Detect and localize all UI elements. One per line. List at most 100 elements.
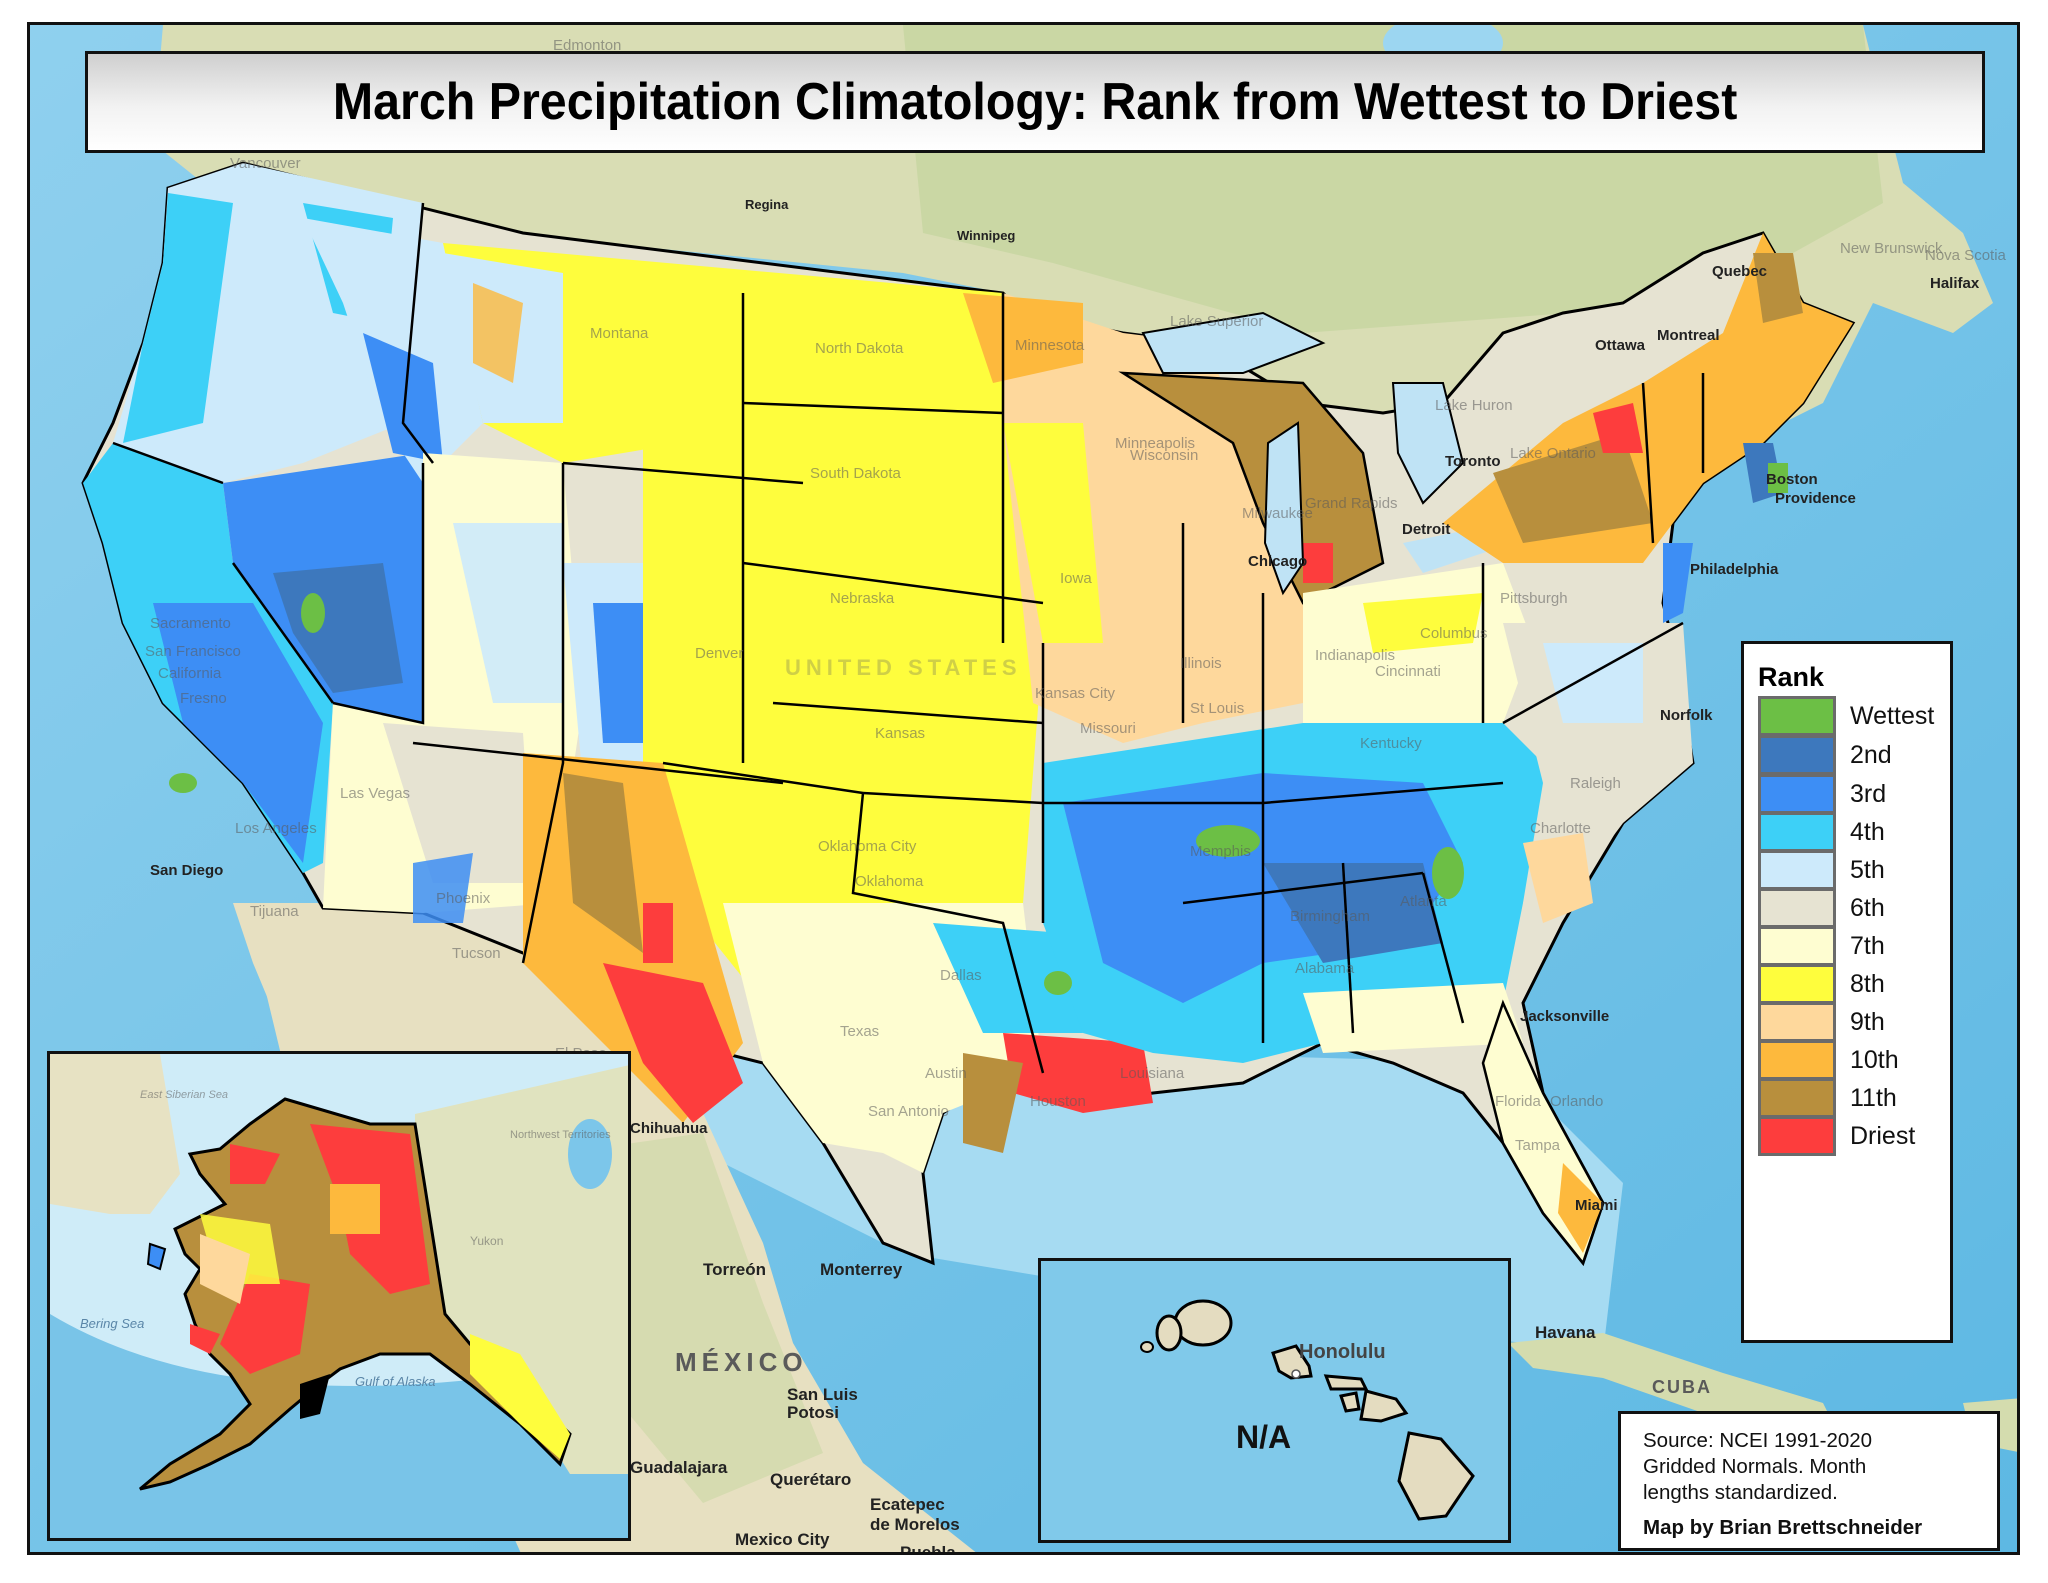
zone-rockies-10th (473, 283, 523, 383)
legend-label: 2nd (1850, 740, 1892, 769)
city-label-regina: Regina (745, 197, 789, 212)
zone-carolinas-6th (1503, 623, 1693, 903)
map-frame: March Precipitation Climatology: Rank fr… (27, 22, 2020, 1555)
city-label-cincinnati: Cincinnati (1375, 663, 1441, 680)
alaska-panhandle-8th (470, 1334, 570, 1459)
city-label-charlotte: Charlotte (1530, 820, 1591, 837)
zone-california-3rd (153, 603, 323, 863)
hawaii-inset: Honolulu N/A (1038, 1258, 1511, 1543)
zone-iowa-8th (1003, 423, 1103, 643)
zone-indiana-8th (1363, 593, 1483, 653)
city-label-columbus: Columbus (1420, 625, 1488, 642)
city-label-torreon: Torreón (703, 1260, 766, 1279)
siberia-land (50, 1054, 180, 1214)
city-label-vancouver: Vancouver (230, 155, 301, 172)
city-label-las-vegas: Las Vegas (340, 785, 411, 802)
city-label-winnipeg: Winnipeg (957, 228, 1016, 243)
state-label-kentucky: Kentucky (1360, 735, 1422, 752)
zone-nevada-2nd (273, 563, 403, 693)
lehua-island (1140, 1341, 1154, 1353)
zone-phoenix-3rd (413, 853, 473, 923)
source-box: Source: NCEI 1991-2020 Gridded Normals. … (1618, 1411, 2000, 1551)
legend-item-3rd: 3rd (1758, 774, 1886, 814)
state-boundaries (112, 202, 1705, 1074)
map-credit: Map by Brian Brettschneider (1643, 1516, 1923, 1539)
state-label-iowa: Iowa (1060, 570, 1092, 587)
city-label-tijuana: Tijuana (250, 903, 299, 920)
zone-new-mexico-11th (563, 773, 643, 953)
country-label-cuba: CUBA (1652, 1377, 1712, 1397)
kauai-island (1173, 1299, 1233, 1347)
legend-item-4th: 4th (1758, 812, 1885, 852)
label-east-siberian-sea: East Siberian Sea (140, 1089, 229, 1101)
state-label-kansas: Kansas (875, 725, 926, 742)
state-label-minnesota: Minnesota (1015, 337, 1085, 354)
legend-item-8th: 8th (1758, 964, 1885, 1004)
legend-item-6th: 6th (1758, 888, 1885, 928)
oahu-island (1271, 1344, 1313, 1380)
zone-minnesota-10th (963, 293, 1083, 383)
zone-dallas-4th (933, 923, 1083, 1033)
label-nova-scotia: Nova Scotia (1925, 247, 2006, 264)
zone-la-wettest (1044, 971, 1072, 995)
lake-superior (1141, 311, 1326, 374)
legend-label: 11th (1850, 1083, 1897, 1112)
legend-title: Rank (1758, 662, 1825, 692)
alaska-zone-driest-nw (230, 1144, 280, 1184)
state-label-south-dakota: South Dakota (810, 465, 901, 482)
state-label-wisconsin: Wisconsin (1130, 447, 1199, 464)
zone-west-texas-driest (603, 963, 743, 1123)
honolulu-dot (1291, 1369, 1301, 1379)
city-label-minneapolis: Minneapolis (1115, 435, 1196, 452)
zone-sc-9th (1523, 833, 1593, 923)
rank-legend: Rank Wettest 2nd 3rd 4th 5th 6th 7th (1741, 641, 1953, 1343)
niihau-island (1155, 1314, 1183, 1352)
pacific-ocean (50, 1314, 628, 1538)
zone-nm-driest (643, 903, 673, 963)
city-label-queretaro: Querétaro (770, 1470, 852, 1489)
zone-michigan-driest (1303, 543, 1333, 583)
city-label-halifax: Halifax (1930, 275, 1980, 292)
alaska-map (50, 1054, 628, 1538)
city-label-chihuahua: Chihuahua (630, 1120, 708, 1137)
legend-swatch-2nd (1758, 735, 1836, 775)
city-label-orlando: Orlando (1550, 1093, 1604, 1110)
city-label-guadalajara: Guadalajara (630, 1458, 728, 1477)
label-lake-huron: Lake Huron (1435, 397, 1513, 414)
label-lake-ontario: Lake Ontario (1510, 445, 1596, 462)
legend-label: 3rd (1850, 779, 1887, 808)
label-northwest-territories: Northwest Territories (510, 1129, 611, 1141)
city-label-puebla: Puebla (900, 1543, 956, 1555)
zone-coast-4th (123, 193, 233, 443)
zone-houston-louisiana-driest (1003, 1033, 1153, 1113)
state-label-california: California (158, 665, 222, 682)
source-line-3: lengths standardized. (1643, 1481, 1838, 1504)
legend-swatch-8th (1758, 964, 1836, 1004)
zone-ri-wettest (1768, 463, 1788, 493)
zone-maine-11th (1753, 253, 1803, 323)
label-bering-sea: Bering Sea (80, 1316, 145, 1331)
city-label-birmingham: Birmingham (1290, 908, 1371, 925)
city-label-havana: Havana (1535, 1323, 1596, 1342)
legend-swatch-5th (1758, 850, 1836, 890)
legend-item-9th: 9th (1758, 1002, 1885, 1042)
hawaii-map (1041, 1261, 1508, 1540)
maui-island (1359, 1389, 1409, 1423)
legend-swatch-7th (1758, 926, 1836, 966)
zone-nevada-wettest (301, 593, 325, 633)
legend-swatch-10th (1758, 1040, 1836, 1080)
great-bear-lake (568, 1119, 612, 1189)
zone-nj-3rd (1663, 543, 1693, 623)
country-label-united-states: UNITED STATES (785, 655, 1022, 680)
city-label-st-louis: St Louis (1190, 700, 1245, 717)
label-yukon: Yukon (470, 1234, 504, 1248)
legend-swatch-9th (1758, 1002, 1836, 1042)
legend-swatch-driest (1758, 1116, 1836, 1156)
legend-label: 7th (1850, 931, 1885, 960)
city-label-raleigh: Raleigh (1570, 775, 1621, 792)
city-label-kansas-city: Kansas City (1035, 685, 1116, 702)
state-label-texas: Texas (840, 1023, 880, 1040)
city-label-memphis: Memphis (1190, 843, 1251, 860)
legend-label: 8th (1850, 969, 1885, 998)
state-label-florida: Florida (1495, 1093, 1541, 1110)
